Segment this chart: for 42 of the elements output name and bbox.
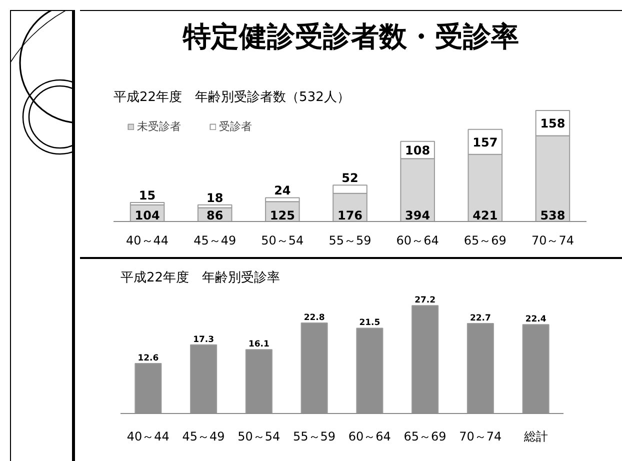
x-tick-label: 70～74 (531, 234, 574, 248)
x-tick-label: 50～54 (261, 234, 304, 248)
x-tick-label: 60～64 (348, 430, 391, 444)
data-label: 394 (405, 208, 430, 222)
data-label: 108 (405, 144, 430, 158)
chart-subtitle: 平成22年度 年齢別受診者数（532人） (114, 89, 350, 105)
data-label: 125 (270, 208, 295, 222)
chart-title: 平成22年度 年齢別受診率 (120, 270, 280, 286)
x-tick-label: 40～44 (126, 430, 170, 444)
data-label: 157 (472, 135, 498, 150)
legend-label: 未受診者 (137, 119, 181, 134)
data-label: 158 (540, 116, 566, 131)
data-label: 12.6 (138, 354, 159, 364)
data-label: 421 (472, 208, 498, 222)
data-label: 17.3 (193, 334, 214, 345)
x-tick-label: 総計 (522, 430, 548, 444)
x-tick-label: 55～59 (328, 234, 372, 248)
data-label: 27.2 (414, 296, 436, 306)
chart-title: 特定健診受診者数・受診率 (183, 19, 519, 55)
x-tick-label: 50～54 (238, 430, 280, 444)
data-label: 21.5 (359, 318, 380, 328)
data-label: 104 (134, 208, 160, 222)
x-tick-label: 65～69 (404, 430, 446, 444)
x-tick-label: 55～59 (293, 430, 336, 444)
data-label: 86 (206, 208, 224, 222)
x-tick-label: 70～74 (459, 430, 502, 444)
data-label: 24 (274, 184, 291, 198)
x-tick-label: 60～64 (396, 234, 439, 248)
x-tick-label: 45～49 (194, 234, 236, 248)
data-label: 16.1 (248, 340, 270, 350)
legend-label: 受診者 (219, 119, 252, 134)
data-label: 18 (206, 190, 224, 205)
x-tick-label: 45～49 (182, 430, 225, 444)
x-tick-label: 65～69 (464, 234, 506, 248)
data-label: 22.7 (470, 313, 492, 324)
data-label: 22.8 (304, 313, 325, 324)
data-label: 22.4 (525, 314, 546, 325)
data-label: 538 (540, 208, 566, 222)
data-label: 15 (138, 188, 156, 203)
data-label: 52 (342, 171, 358, 186)
x-tick-label: 40～44 (126, 234, 169, 248)
data-label: 176 (337, 208, 363, 222)
